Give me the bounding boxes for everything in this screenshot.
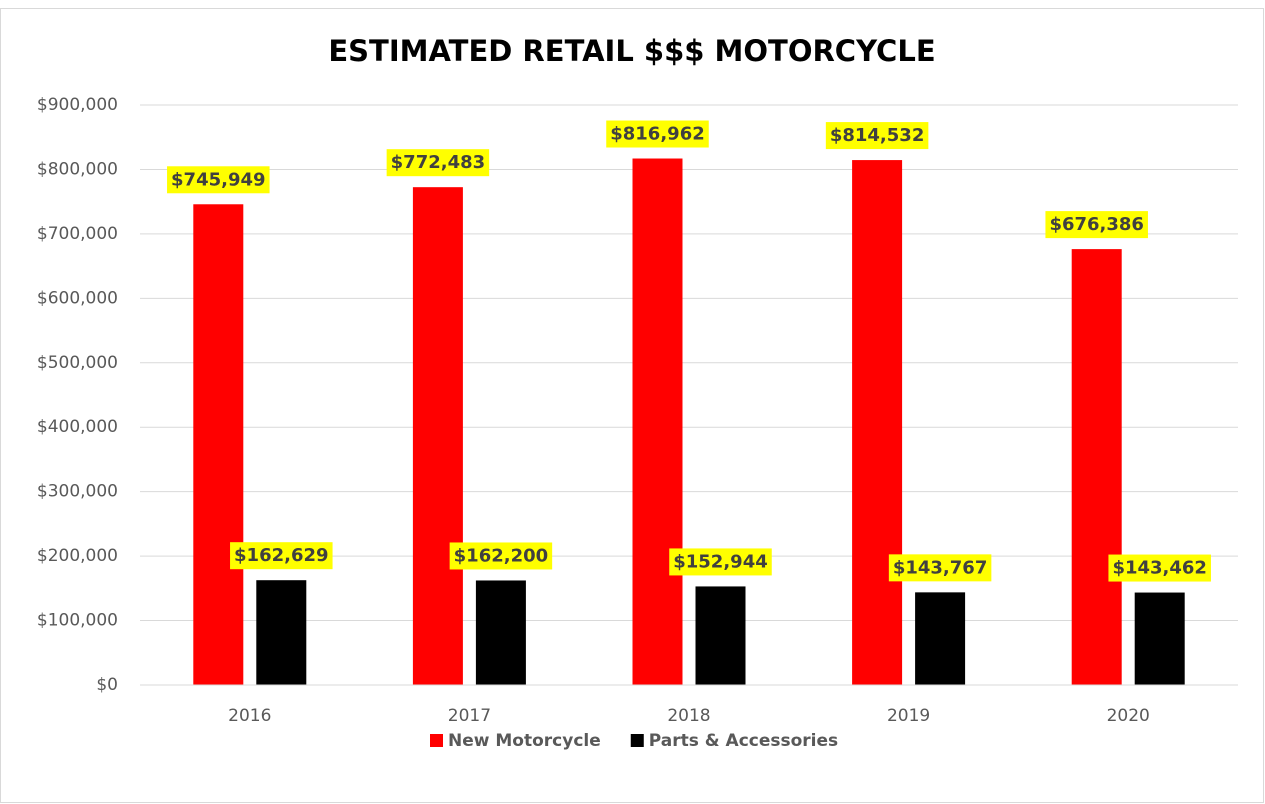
y-tick-label: $600,000 <box>37 288 118 308</box>
y-tick-label: $300,000 <box>37 482 118 502</box>
data-label-background <box>888 554 992 582</box>
data-label: $814,532 <box>830 125 925 146</box>
data-label: $143,462 <box>1112 558 1207 579</box>
y-tick-label: $400,000 <box>37 417 118 437</box>
y-tick-label: $500,000 <box>37 353 118 373</box>
bar <box>412 187 463 686</box>
y-tick-label: $700,000 <box>37 224 118 244</box>
y-tick-label: $0 <box>96 675 118 695</box>
y-tick-label: $800,000 <box>37 159 118 179</box>
data-label-background <box>449 542 553 570</box>
x-tick-label: 2017 <box>448 706 491 726</box>
data-label: $772,483 <box>391 152 486 173</box>
data-label-background <box>167 166 270 194</box>
data-label: $745,949 <box>171 169 266 190</box>
data-label-background <box>230 542 333 570</box>
bar <box>475 580 526 685</box>
x-tick-label: 2019 <box>887 706 930 726</box>
data-label-background <box>825 122 929 150</box>
data-label-background <box>386 149 490 177</box>
y-tick-label: $900,000 <box>37 95 118 115</box>
bar <box>193 204 244 685</box>
legend-label: New Motorcycle <box>448 731 601 751</box>
legend-swatch <box>630 734 644 747</box>
data-label: $676,386 <box>1049 214 1144 235</box>
data-label: $152,944 <box>673 551 768 572</box>
data-label-background <box>669 548 772 576</box>
bar <box>632 158 683 686</box>
bar <box>695 586 746 685</box>
y-tick-label: $100,000 <box>37 611 118 631</box>
x-tick-label: 2018 <box>667 706 710 726</box>
data-label: $816,962 <box>610 124 705 145</box>
data-label: $162,629 <box>234 545 329 566</box>
legend-swatch <box>430 734 443 747</box>
bar <box>1134 592 1185 685</box>
bar <box>1071 249 1122 685</box>
y-tick-label: $200,000 <box>37 546 118 566</box>
x-tick-label: 2020 <box>1107 706 1150 726</box>
data-label-background <box>1045 211 1148 239</box>
legend-label: Parts & Accessories <box>649 731 838 751</box>
x-tick-label: 2016 <box>228 706 271 726</box>
data-label-background <box>1108 554 1211 582</box>
data-label-background <box>606 120 709 148</box>
chart-title: ESTIMATED RETAIL $$$ MOTORCYCLE <box>328 34 935 68</box>
bar <box>915 592 966 685</box>
bar <box>852 160 903 686</box>
bar <box>256 580 307 685</box>
data-label: $143,767 <box>893 557 988 578</box>
data-label: $162,200 <box>454 545 549 566</box>
